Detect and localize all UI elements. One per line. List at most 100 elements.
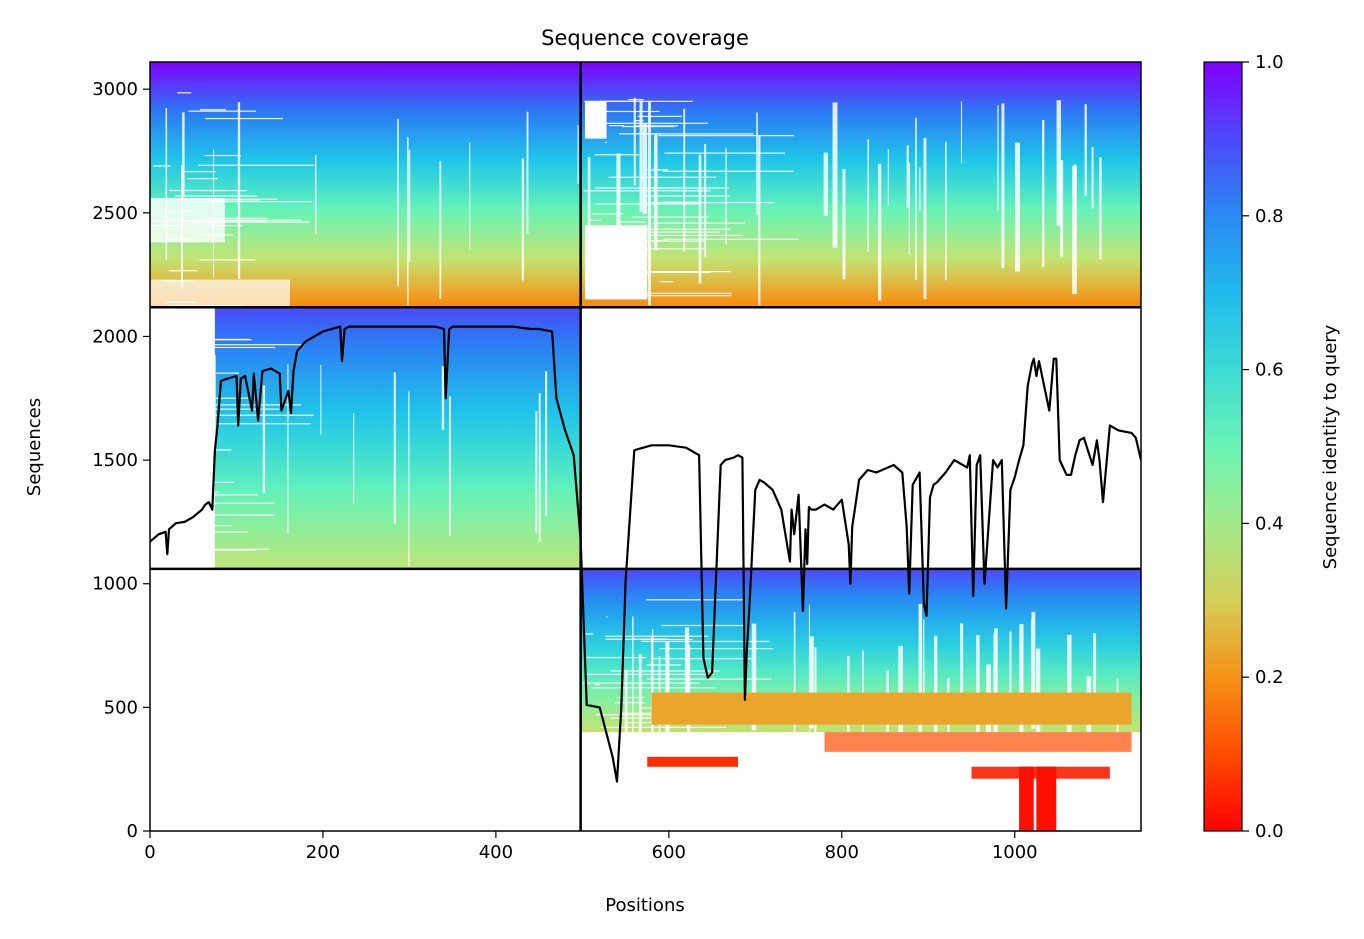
- coverage-line-layer: [150, 325, 1141, 783]
- coverage-gap: [185, 514, 275, 516]
- coverage-gap: [960, 623, 964, 693]
- coverage-gap: [642, 123, 648, 214]
- coverage-gap: [906, 145, 909, 208]
- coverage-gap: [169, 189, 228, 192]
- heatmap-fill: [214, 307, 581, 569]
- coverage-gap: [185, 414, 191, 417]
- coverage-gap: [634, 120, 644, 122]
- coverage-gap: [1009, 631, 1012, 721]
- coverage-gap: [176, 346, 276, 349]
- coverage-gap: [1056, 100, 1061, 226]
- coverage-gap: [591, 687, 716, 689]
- coverage-gap: [595, 714, 681, 716]
- coverage-gap: [1001, 103, 1005, 269]
- coverage-gap: [793, 612, 796, 753]
- coverage-gap: [209, 414, 315, 416]
- coverage-gap: [1015, 142, 1021, 272]
- coverage-gap: [213, 354, 216, 443]
- coverage-gap: [645, 599, 744, 601]
- coverage-gap: [210, 224, 243, 227]
- low-identity-band: [647, 756, 739, 767]
- coverage-gap: [182, 112, 185, 198]
- coverage-gap: [619, 712, 651, 714]
- coverage-gap: [636, 125, 679, 127]
- coverage-gap: [208, 219, 302, 221]
- coverage-gap: [211, 397, 249, 399]
- coverage-gap: [627, 292, 732, 294]
- x-axis-label: Positions: [605, 895, 684, 916]
- heatmap-block-1: [150, 62, 581, 308]
- coverage-gap: [183, 481, 234, 484]
- heatmap-block-3: [150, 307, 581, 569]
- coverage-gap: [832, 102, 838, 248]
- coverage-gap: [408, 391, 410, 567]
- colorbar-tick-label: 0.6: [1255, 360, 1284, 381]
- coverage-gap: [867, 139, 869, 252]
- coverage-gap: [200, 189, 248, 192]
- coverage-gap: [583, 190, 711, 192]
- low-identity-band: [1036, 766, 1057, 831]
- coverage-gap: [887, 148, 889, 206]
- colorbar-tick-label: 0.4: [1255, 513, 1284, 534]
- coverage-gap: [640, 640, 770, 643]
- coverage-gap: [605, 141, 607, 144]
- coverage-gap: [751, 623, 757, 731]
- coverage-gap: [659, 281, 674, 283]
- coverage-gap: [698, 154, 702, 284]
- coverage-gap: [622, 125, 675, 128]
- coverage-gap: [178, 479, 196, 481]
- coverage-gap: [809, 636, 814, 729]
- coverage-gap: [161, 344, 163, 473]
- coverage-gap: [603, 234, 743, 237]
- heatmap-fill: [580, 62, 1141, 308]
- coverage-gap: [908, 162, 910, 255]
- coverage-gap: [639, 100, 643, 213]
- coverage-gap: [174, 372, 240, 374]
- chart-title: Sequence coverage: [541, 26, 749, 50]
- coverage-gap: [758, 136, 761, 306]
- coverage-gap: [187, 502, 275, 504]
- coverage-gap: [1093, 633, 1097, 693]
- x-axis: 0 200 400 600 800 1000: [144, 831, 1038, 863]
- coverage-gap: [591, 213, 624, 215]
- low-identity-band: [824, 732, 1132, 752]
- colorbar-tick-label: 1.0: [1255, 52, 1284, 73]
- x-tick-label: 1000: [992, 842, 1038, 863]
- x-tick-label: 600: [652, 842, 686, 863]
- coverage-gap: [605, 635, 709, 637]
- coverage-gap: [608, 176, 717, 178]
- coverage-gap: [1072, 165, 1077, 295]
- coverage-gap: [177, 92, 192, 94]
- y-axis-label: Sequences: [24, 398, 45, 496]
- coverage-gap: [619, 133, 662, 135]
- coverage-gap: [683, 108, 686, 252]
- coverage-gap: [521, 158, 524, 281]
- colorbar-tick-label: 0.2: [1255, 667, 1284, 688]
- coverage-gap: [165, 525, 232, 527]
- coverage-gap: [842, 169, 846, 280]
- y-tick-label: 0: [127, 821, 138, 842]
- coverage-gap: [191, 221, 311, 223]
- coverage-gap: [448, 396, 451, 536]
- coverage-gap: [469, 142, 471, 250]
- coverage-gap: [587, 156, 591, 249]
- coverage-gap: [593, 110, 660, 113]
- colorbar-tick-label: 0.0: [1255, 821, 1284, 842]
- heatmap-fill: [150, 62, 581, 308]
- coverage-gap: [634, 271, 712, 274]
- coverage-gap: [210, 494, 258, 496]
- coverage-gap: [209, 200, 260, 202]
- coverage-gap: [886, 670, 889, 791]
- coverage-heatmap: [150, 62, 1141, 831]
- coverage-gap: [538, 393, 541, 543]
- coverage-gap: [577, 125, 579, 184]
- coverage-gap: [638, 654, 642, 805]
- coverage-gap: [1031, 611, 1036, 730]
- coverage-gap: [1086, 676, 1092, 788]
- coverage-gap: [597, 228, 731, 230]
- coverage-gap: [1084, 104, 1087, 197]
- coverage-gap: [616, 153, 621, 262]
- coverage-gap: [165, 108, 168, 260]
- coverage-gap: [175, 198, 278, 200]
